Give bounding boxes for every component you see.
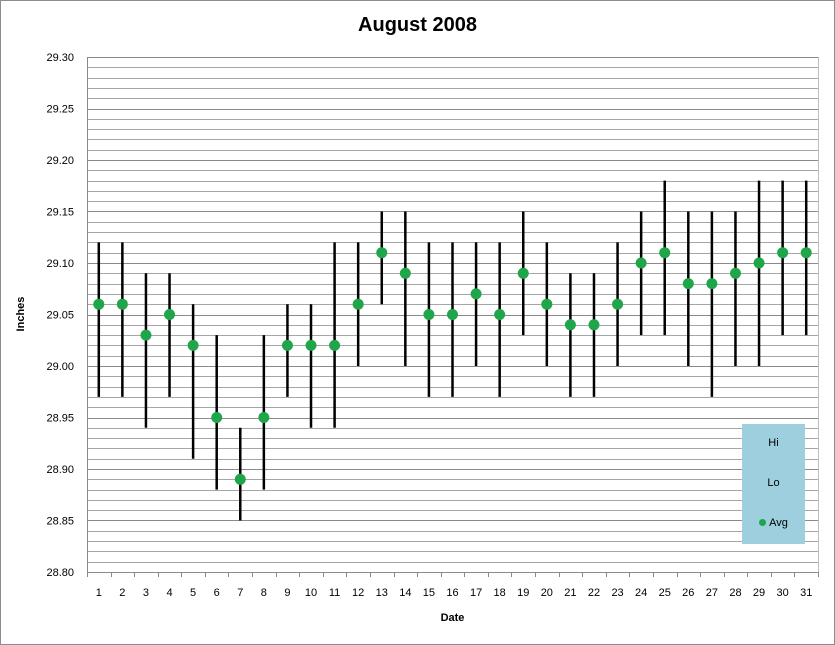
x-tick-label: 28 (729, 587, 741, 599)
x-tick-label: 13 (376, 587, 388, 599)
chart-title: August 2008 (358, 14, 477, 36)
avg-point (541, 298, 553, 310)
legend-entry-avg: Avg (742, 517, 805, 529)
x-tick-label: 19 (517, 587, 529, 599)
x-tick-label: 14 (399, 587, 411, 599)
legend-entry-lo: Lo (742, 477, 805, 489)
legend-entry-hi: Hi (742, 437, 805, 449)
y-tick-label: 29.30 (46, 52, 74, 64)
y-tick-label: 29.15 (46, 207, 74, 219)
avg-point (258, 412, 270, 423)
avg-point (635, 257, 647, 269)
x-tick-label: 31 (800, 587, 812, 599)
avg-point (305, 339, 317, 351)
y-tick-label: 28.95 (46, 413, 74, 425)
y-tick-label: 28.90 (46, 464, 74, 476)
x-tick-label: 24 (635, 587, 647, 599)
avg-point (729, 267, 741, 279)
x-tick-label: 21 (564, 587, 576, 599)
x-tick-label: 30 (777, 587, 789, 599)
x-tick-label: 4 (166, 587, 172, 599)
x-tick-label: 15 (423, 587, 435, 599)
x-tick-label: 26 (682, 587, 694, 599)
avg-point (682, 278, 694, 290)
x-tick-label: 22 (588, 587, 600, 599)
gridlines (87, 57, 819, 577)
x-tick-label: 10 (305, 587, 317, 599)
y-tick-label: 29.25 (46, 104, 74, 116)
avg-point (399, 267, 411, 279)
x-tick-label: 29 (753, 587, 765, 599)
avg-point (564, 319, 576, 331)
avg-point (470, 288, 482, 300)
avg-point (376, 247, 388, 259)
avg-point (753, 257, 765, 269)
x-tick-label: 12 (352, 587, 364, 599)
x-tick-label: 2 (119, 587, 125, 599)
avg-point (423, 309, 435, 320)
y-tick-label: 29.20 (46, 155, 74, 167)
y-tick-labels: 29.30 29.25 29.20 29.15 29.10 29.05 29.00 28.95… (46, 52, 74, 579)
x-tick-label: 6 (214, 587, 220, 599)
x-tick-label: 23 (611, 587, 623, 599)
x-tick-label: 18 (494, 587, 506, 599)
avg-point (187, 339, 199, 351)
avg-point (659, 247, 671, 259)
y-tick-label: 28.80 (46, 567, 74, 579)
x-tick-label: 11 (329, 587, 340, 599)
avg-point (329, 339, 341, 351)
avg-point (211, 412, 223, 423)
avg-points (93, 247, 812, 485)
x-tick-label: 16 (446, 587, 458, 599)
y-tick-label: 29.05 (46, 310, 74, 322)
avg-point (93, 298, 105, 310)
x-tick-label: 25 (659, 587, 671, 599)
avg-point (116, 298, 128, 310)
avg-point (164, 309, 176, 320)
avg-point (706, 278, 718, 290)
x-tick-label: 9 (284, 587, 290, 599)
x-tick-label: 8 (261, 587, 267, 599)
avg-point (352, 298, 364, 310)
y-tick-label: 29.00 (46, 361, 74, 373)
x-axis-label: Date (440, 612, 465, 624)
x-tick-label: 27 (706, 587, 718, 599)
avg-point (234, 473, 246, 485)
avg-point (588, 319, 600, 331)
x-tick-label: 17 (470, 587, 482, 599)
legend-avg-marker (759, 519, 767, 526)
x-tick-label: 3 (143, 587, 149, 599)
avg-point (777, 247, 789, 259)
avg-point (517, 267, 529, 279)
y-tick-label: 28.85 (46, 516, 74, 528)
x-tick-labels: 1 2 3 4 5 6 7 8 9 10 11 12 13 14 15 16 17 18 19 20 21 22 23 24 2… (96, 587, 813, 599)
avg-point (494, 309, 506, 320)
x-tick-label: 20 (541, 587, 553, 599)
avg-point (281, 339, 293, 351)
legend-avg-label: Avg (769, 517, 788, 529)
avg-point (140, 329, 152, 341)
x-tick-label: 7 (237, 587, 243, 599)
legend: Hi Lo Avg (742, 424, 805, 544)
avg-point (447, 309, 458, 320)
avg-point (800, 247, 812, 259)
legend-lo-label: Lo (767, 477, 780, 489)
y-tick-label: 29.10 (46, 258, 74, 270)
x-tick-label: 1 (96, 587, 102, 599)
x-tick-label: 5 (190, 587, 196, 599)
legend-hi-label: Hi (768, 437, 779, 449)
avg-point (612, 298, 624, 310)
